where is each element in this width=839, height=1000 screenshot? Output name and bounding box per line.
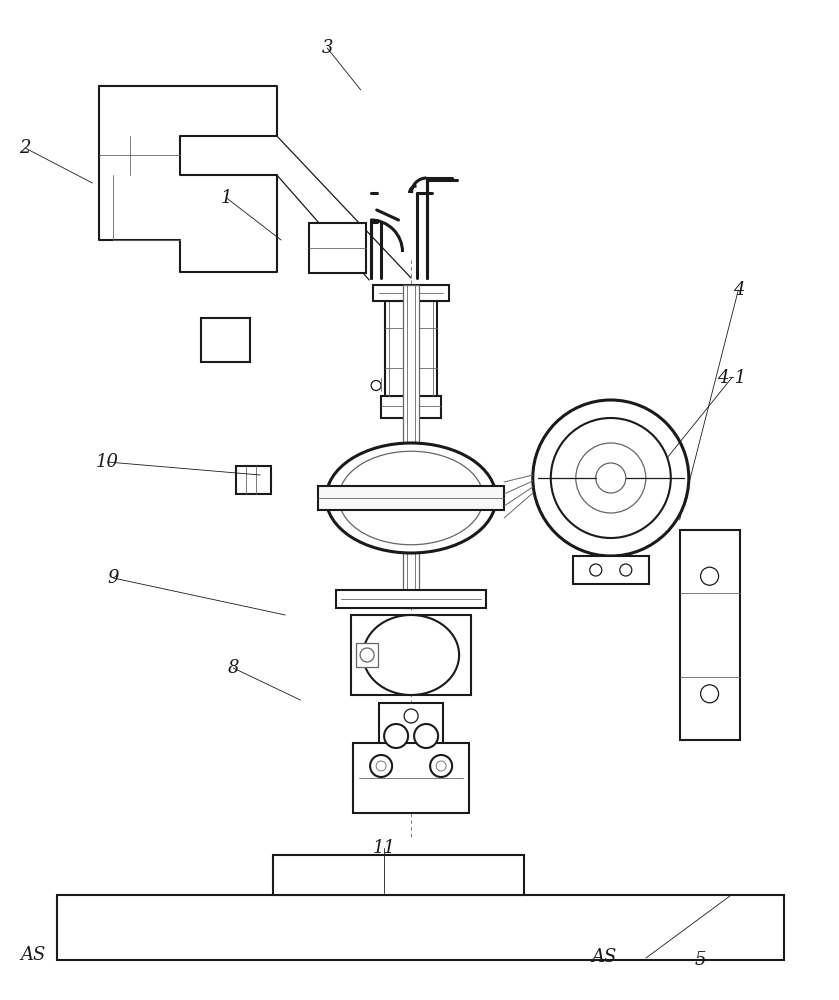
Bar — [680, 530, 740, 740]
Bar — [273, 855, 524, 895]
Text: AS: AS — [591, 948, 617, 966]
Bar — [381, 395, 441, 418]
Text: 4-1: 4-1 — [717, 369, 746, 387]
Bar — [201, 318, 250, 362]
Text: 9: 9 — [107, 569, 119, 587]
Circle shape — [590, 564, 602, 576]
Bar — [351, 615, 472, 695]
Circle shape — [360, 648, 374, 662]
Text: 2: 2 — [19, 139, 31, 157]
Circle shape — [376, 761, 386, 771]
Circle shape — [576, 443, 646, 513]
Circle shape — [596, 463, 626, 493]
Text: 4: 4 — [732, 281, 744, 299]
Ellipse shape — [363, 615, 459, 695]
Text: 8: 8 — [227, 659, 239, 677]
Circle shape — [430, 755, 452, 777]
Text: 1: 1 — [221, 189, 232, 207]
Ellipse shape — [326, 443, 496, 553]
Circle shape — [404, 709, 418, 723]
Circle shape — [370, 755, 392, 777]
Text: 10: 10 — [96, 453, 119, 471]
Bar — [57, 895, 784, 960]
Bar — [336, 590, 486, 608]
Circle shape — [384, 724, 408, 748]
Circle shape — [550, 418, 671, 538]
Ellipse shape — [339, 451, 483, 545]
Bar — [309, 223, 366, 273]
Bar — [353, 743, 469, 813]
Text: AS: AS — [21, 946, 46, 964]
Text: 3: 3 — [321, 39, 333, 57]
Circle shape — [533, 400, 689, 556]
Circle shape — [701, 567, 718, 585]
Circle shape — [620, 564, 632, 576]
Bar — [356, 643, 378, 667]
Circle shape — [414, 724, 438, 748]
Bar — [379, 703, 443, 753]
Bar — [573, 556, 649, 584]
Bar — [385, 300, 437, 395]
Bar — [403, 284, 420, 608]
Circle shape — [701, 685, 718, 703]
Circle shape — [436, 761, 446, 771]
Text: 5: 5 — [695, 951, 706, 969]
Bar — [318, 486, 504, 510]
Circle shape — [371, 380, 381, 390]
Bar — [373, 284, 449, 300]
Bar — [236, 466, 271, 494]
Text: 11: 11 — [373, 839, 396, 857]
